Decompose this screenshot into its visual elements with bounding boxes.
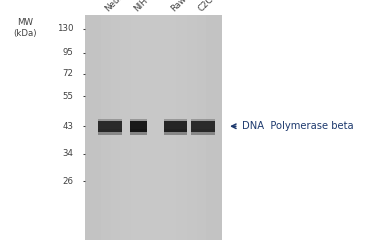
Bar xyxy=(98,121,122,132)
Text: Neuro2A: Neuro2A xyxy=(103,0,136,13)
Text: 72: 72 xyxy=(62,69,73,78)
Text: 43: 43 xyxy=(62,122,73,131)
Bar xyxy=(191,119,215,121)
Bar xyxy=(130,119,147,121)
Text: Raw264.7: Raw264.7 xyxy=(169,0,205,13)
Bar xyxy=(191,130,215,135)
Text: 130: 130 xyxy=(57,24,73,33)
Bar xyxy=(164,119,187,121)
Bar xyxy=(164,121,187,132)
Text: 26: 26 xyxy=(62,177,73,186)
Text: 34: 34 xyxy=(62,149,73,158)
Text: NIH-3T3: NIH-3T3 xyxy=(132,0,163,13)
Bar xyxy=(98,130,122,135)
Text: C2C12: C2C12 xyxy=(197,0,223,13)
Text: 95: 95 xyxy=(62,48,73,57)
Text: 55: 55 xyxy=(62,92,73,101)
Bar xyxy=(164,130,187,135)
Bar xyxy=(130,121,147,132)
Bar xyxy=(130,130,147,135)
Bar xyxy=(98,119,122,121)
Bar xyxy=(191,121,215,132)
Text: MW
(kDa): MW (kDa) xyxy=(13,18,37,38)
Text: DNA  Polymerase beta: DNA Polymerase beta xyxy=(242,121,353,131)
